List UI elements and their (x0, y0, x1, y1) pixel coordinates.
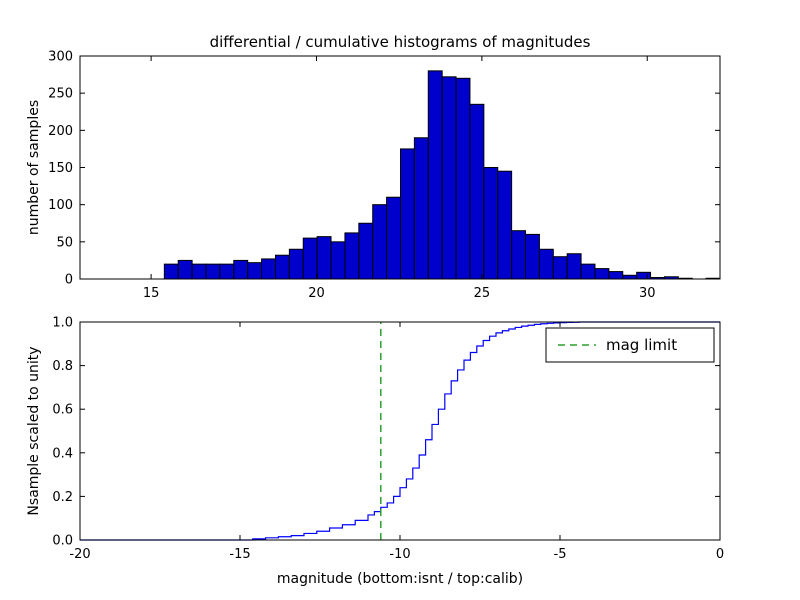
histogram-bar (483, 167, 499, 280)
chart-title: differential / cumulative histograms of … (210, 33, 591, 51)
bottom-cumulative-plot: -20 -15 -10 -5 0 0.0 0.2 0.4 0.6 0.8 1.0 mag limit (52, 316, 724, 563)
histogram-bar (316, 236, 332, 280)
top-x-tick-label: 15 (143, 286, 160, 301)
histogram-bar (358, 222, 374, 280)
histogram-bar (427, 70, 443, 280)
histogram-bar (261, 258, 276, 280)
bottom-y-axis-label: Nsample scaled to unity (26, 346, 42, 515)
bottom-axes-frame (79, 321, 721, 541)
histogram-bar (594, 268, 610, 280)
bottom-y-tick-label: 0.4 (52, 446, 73, 461)
histogram-bar (525, 233, 540, 280)
histogram-bar (177, 259, 193, 280)
top-y-tick-label: 50 (56, 235, 73, 250)
histogram-bar (205, 263, 221, 280)
bottom-y-tick-label: 0.8 (52, 359, 73, 374)
top-y-tick-label: 0 (65, 273, 73, 288)
histogram-bar (386, 196, 401, 280)
histogram-bar (566, 253, 582, 280)
bottom-y-tick-label: 0.2 (52, 490, 73, 505)
histogram-bar (413, 137, 429, 280)
histogram-bar (372, 204, 388, 280)
bottom-y-tick-label: 1.0 (52, 316, 73, 331)
top-y-tick-label: 100 (48, 198, 73, 213)
histogram-bar (511, 230, 527, 280)
histogram-bar (497, 170, 513, 280)
top-x-tick-label: 25 (474, 286, 491, 301)
bottom-y-tick-label: 0.6 (52, 403, 73, 418)
histogram-bar (538, 248, 554, 280)
bottom-x-tick-label: -5 (554, 547, 567, 562)
histogram-bar (233, 259, 249, 280)
histogram-bar (552, 256, 568, 280)
histogram-bar (219, 263, 235, 280)
histogram-bar (247, 262, 263, 280)
top-y-tick-label: 200 (48, 124, 73, 139)
top-y-axis-label: number of samples (26, 100, 42, 235)
top-x-tick-label: 30 (639, 286, 656, 301)
top-y-tick-label: 300 (48, 50, 73, 65)
bottom-x-tick-label: -20 (69, 547, 90, 562)
top-y-tick-label: 250 (48, 87, 73, 102)
bottom-x-tick-label: -10 (389, 547, 410, 562)
histogram-bar (636, 271, 652, 280)
top-axes-frame (79, 55, 721, 280)
histogram-bar (288, 248, 304, 280)
bottom-x-tick-label: -15 (229, 547, 250, 562)
bottom-x-axis-label: magnitude (bottom:isnt / top:calib) (277, 571, 523, 587)
histogram-bar (441, 76, 457, 280)
histogram-bar (608, 271, 624, 280)
histogram-bar (469, 103, 485, 280)
histogram-bar (302, 237, 318, 280)
cumulative-step-line (80, 321, 720, 541)
histogram-bar (274, 254, 290, 280)
histogram-bar (455, 77, 471, 280)
histogram-bars (163, 70, 721, 280)
histogram-bar (580, 263, 596, 280)
legend-label: mag limit (606, 336, 677, 354)
histogram-bar (191, 263, 207, 280)
histogram-bar (344, 232, 360, 280)
top-y-tick-label: 150 (48, 161, 73, 176)
top-x-tick-label: 20 (308, 286, 325, 301)
legend: mag limit (545, 327, 715, 363)
histogram-bar (163, 263, 179, 280)
histogram-bar (330, 241, 346, 280)
bottom-x-tick-label: 0 (716, 547, 724, 562)
bottom-y-tick-label: 0.0 (52, 534, 73, 549)
histogram-bar (622, 274, 638, 280)
histogram-bar (399, 148, 415, 280)
